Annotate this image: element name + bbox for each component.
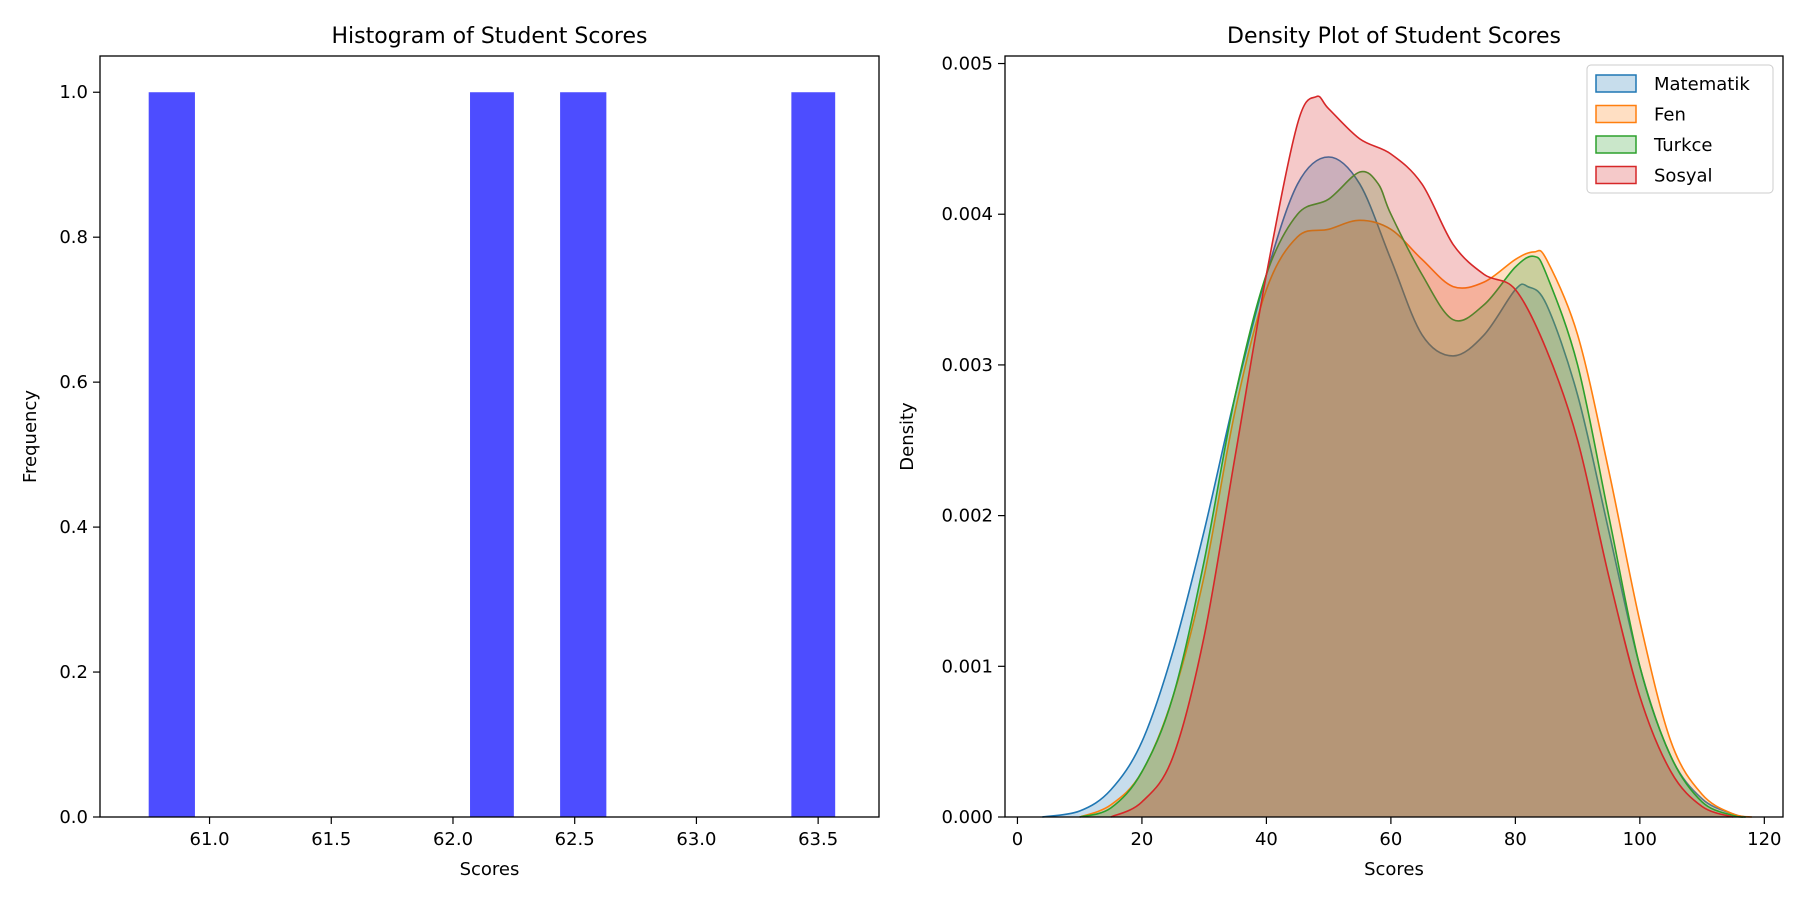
x-tick-label: 61.5	[311, 829, 351, 850]
density-area-turkce	[1079, 171, 1746, 818]
histogram-bar	[791, 92, 836, 817]
y-tick-label: 0.0	[59, 807, 88, 828]
legend-label: Turkce	[1653, 135, 1712, 156]
histogram-bar	[560, 92, 607, 817]
chart-title: Density Plot of Student Scores	[1227, 24, 1561, 49]
x-tick-label: 20	[1130, 829, 1153, 850]
histogram-bars	[148, 92, 836, 817]
y-tick-label: 0.005	[941, 54, 993, 75]
density-area-fen	[1079, 220, 1752, 818]
density-areas	[1042, 95, 1753, 818]
y-tick-label: 0.6	[59, 372, 88, 393]
legend-swatch	[1595, 104, 1637, 124]
legend-swatch	[1595, 165, 1637, 185]
y-tick-label: 0.004	[941, 204, 993, 225]
x-tick-label: 100	[1623, 829, 1657, 850]
y-tick-label: 0.001	[941, 656, 993, 677]
axes-frame	[1004, 55, 1784, 818]
legend: Matematik Fen Turkce Sosyal	[1586, 64, 1774, 194]
density-area-matematik	[1042, 157, 1746, 817]
density-line-turkce	[1079, 170, 1746, 818]
x-tick-label: 60	[1379, 829, 1402, 850]
y-tick-label: 0.8	[59, 227, 88, 248]
x-tick-label: 40	[1255, 829, 1278, 850]
legend-swatch	[1595, 74, 1637, 93]
legend-label: Sosyal	[1654, 166, 1713, 187]
y-tick-label: 0.000	[941, 807, 993, 828]
x-axis-label: Scores	[460, 859, 520, 880]
y-tick-label: 0.002	[941, 506, 993, 527]
axes-frame	[99, 55, 880, 818]
x-tick-label: 120	[1747, 829, 1781, 850]
density-line-sosyal	[1110, 95, 1734, 818]
density-panel: 0 20 40 60 80 100 120 0.000 0.001 0.002 0.003 0.004…	[897, 24, 1784, 880]
y-tick-label: 0.4	[59, 517, 88, 538]
x-tick-label: 62.5	[555, 829, 595, 850]
y-tick-label: 0.003	[941, 355, 993, 376]
histogram-bar	[470, 92, 514, 817]
legend-box	[1586, 64, 1774, 194]
density-line-fen	[1079, 219, 1753, 818]
y-axis-label: Density	[897, 402, 918, 471]
density-area-sosyal	[1110, 96, 1734, 818]
x-tick-label: 0	[1012, 829, 1023, 850]
y-tick-label: 1.0	[59, 82, 88, 103]
x-tick-label: 63.0	[676, 829, 716, 850]
legend-label: Matematik	[1654, 74, 1750, 95]
x-tick-label: 63.5	[798, 829, 838, 850]
x-axis-label: Scores	[1364, 859, 1424, 880]
x-tick-label: 61.0	[190, 829, 230, 850]
legend-label: Fen	[1654, 105, 1686, 126]
histogram-panel: 61.0 61.5 62.0 62.5 63.0 63.5 0.0 0.2 0.4 0.6 0.8 1…	[20, 24, 880, 880]
chart-title: Histogram of Student Scores	[332, 24, 648, 49]
x-tick-label: 80	[1504, 829, 1527, 850]
y-tick-label: 0.2	[59, 662, 88, 683]
y-axis-label: Frequency	[20, 390, 41, 483]
histogram-bar	[148, 92, 195, 817]
x-tick-label: 62.0	[433, 829, 473, 850]
legend-swatch	[1595, 135, 1637, 154]
